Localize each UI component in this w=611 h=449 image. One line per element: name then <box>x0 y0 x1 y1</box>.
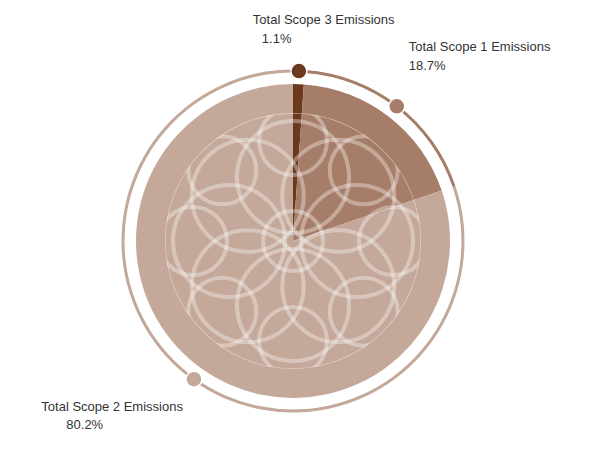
decoration-loop <box>192 230 304 342</box>
decoration-loop <box>192 140 304 252</box>
decoration-ring <box>165 113 421 369</box>
ring-arc <box>121 70 464 413</box>
value-label: 80.2% <box>66 417 103 432</box>
slice-marker <box>186 371 202 387</box>
outer-ring <box>123 71 463 411</box>
decoration-loop <box>282 140 394 252</box>
pie-group <box>121 70 464 413</box>
slice-label: Total Scope 2 Emissions <box>41 399 183 414</box>
decoration-loop <box>330 136 398 204</box>
decoration-loop <box>263 211 323 271</box>
value-label: 1.1% <box>262 31 292 46</box>
slice-marker <box>389 98 405 114</box>
decoration <box>159 107 427 375</box>
ring-arc <box>305 70 456 187</box>
slice-label: Total Scope 3 Emissions <box>253 12 395 27</box>
pie-slice <box>136 84 450 398</box>
slice-label: Total Scope 1 Emissions <box>409 39 551 54</box>
decoration-loop <box>282 230 394 342</box>
chart: Total Scope 3 Emissions 1.1% Total Scope 1… <box>0 0 611 449</box>
slice-marker <box>291 63 307 79</box>
value-label: 18.7% <box>409 58 446 73</box>
